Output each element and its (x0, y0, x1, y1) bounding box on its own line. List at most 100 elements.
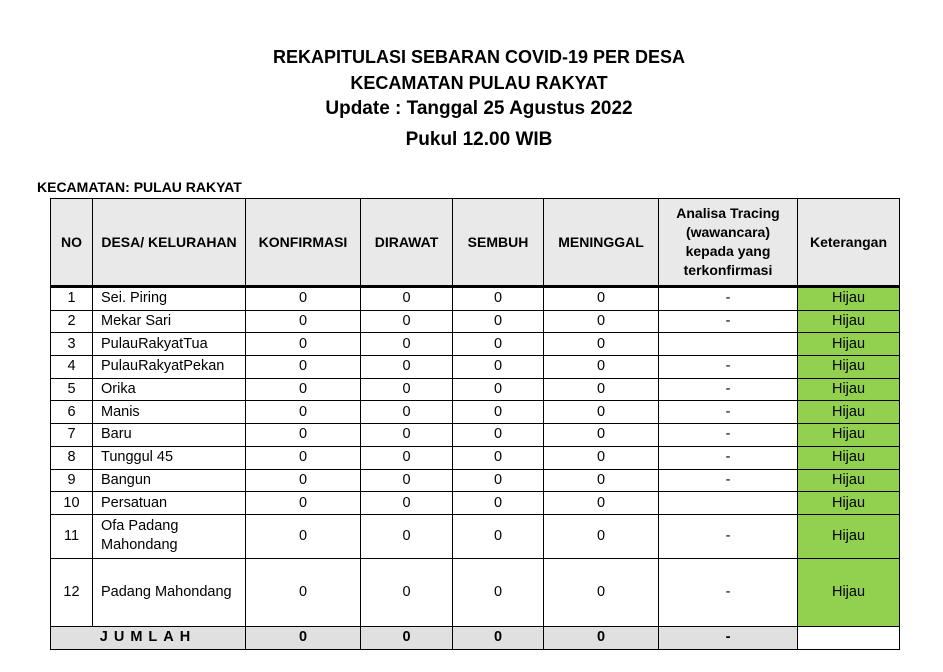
total-analisa-tracing: - (658, 625, 798, 650)
table-row: 8 Tunggul 45 0 0 0 0- Hijau (50, 445, 900, 470)
cell-no: 6 (50, 400, 93, 425)
cell-meninggal: 0 (543, 468, 659, 493)
cell-analisa-tracing: - (658, 445, 798, 470)
header-sembuh: SEMBUH (452, 198, 544, 288)
total-row: JUMLAH 0 0 0 0- (50, 625, 900, 650)
cell-sembuh: 0 (452, 400, 544, 425)
cell-desa: Tunggul 45 (92, 445, 246, 470)
cell-dirawat: 0 (360, 355, 453, 379)
table-row: 3 PulauRakyatTua 0 0 0 0 Hijau (50, 332, 900, 357)
cell-meninggal: 0 (543, 423, 659, 447)
header-no: NO (50, 198, 93, 288)
cell-dirawat: 0 (360, 309, 453, 334)
cell-keterangan: Hijau (797, 468, 900, 493)
doc-title-line-1: REKAPITULASI SEBARAN COVID-19 PER DESA (272, 47, 686, 67)
table-row: 10 Persatuan 0 0 0 0 Hijau (50, 491, 900, 515)
cell-konfirmasi: 0 (245, 468, 361, 493)
total-konfirmasi: 0 (245, 625, 361, 650)
cell-sembuh: 0 (452, 491, 544, 515)
doc-update-time: Pukul 12.00 WIB (405, 129, 553, 150)
header-analisa-tracing: Analisa Tracing (wawancara) kepada yang … (658, 198, 798, 288)
cell-desa: Mekar Sari (92, 309, 246, 334)
cell-no: 2 (50, 309, 93, 334)
total-dirawat: 0 (360, 625, 453, 650)
header-keterangan: Keterangan (797, 198, 900, 288)
cell-desa: Persatuan (92, 491, 246, 515)
cell-desa: Padang Mahondang (92, 557, 246, 627)
cell-no: 4 (50, 355, 93, 379)
cell-analisa-tracing: - (658, 377, 798, 402)
cell-sembuh: 0 (452, 309, 544, 334)
cell-meninggal: 0 (543, 557, 659, 627)
cell-desa: Sei. Piring (92, 286, 246, 311)
cell-analisa-tracing: - (658, 513, 798, 559)
cell-dirawat: 0 (360, 377, 453, 402)
cell-keterangan: Hijau (797, 491, 900, 515)
header-meninggal: MENINGGAL (543, 198, 659, 288)
table-row: 4 PulauRakyatPekan 0 0 0 0- Hijau (50, 355, 900, 379)
cell-analisa-tracing: - (658, 468, 798, 493)
cell-keterangan: Hijau (797, 332, 900, 357)
cell-keterangan: Hijau (797, 355, 900, 379)
cell-keterangan: Hijau (797, 400, 900, 425)
total-sembuh: 0 (452, 625, 544, 650)
cell-dirawat: 0 (360, 423, 453, 447)
cell-sembuh: 0 (452, 332, 544, 357)
cell-konfirmasi: 0 (245, 377, 361, 402)
cell-analisa-tracing (658, 332, 798, 357)
cell-analisa-tracing: - (658, 423, 798, 447)
cell-no: 3 (50, 332, 93, 357)
cell-desa: Orika (92, 377, 246, 402)
cell-meninggal: 0 (543, 400, 659, 425)
cell-dirawat: 0 (360, 286, 453, 311)
cell-desa: Bangun (92, 468, 246, 493)
total-keterangan (797, 625, 900, 650)
cell-konfirmasi: 0 (245, 491, 361, 515)
cell-meninggal: 0 (543, 332, 659, 357)
cell-keterangan: Hijau (797, 423, 900, 447)
cell-konfirmasi: 0 (245, 332, 361, 357)
cell-meninggal: 0 (543, 445, 659, 470)
table-row: 7 Baru 0 0 0 0- Hijau (50, 423, 900, 447)
cell-keterangan: Hijau (797, 309, 900, 334)
cell-no: 8 (50, 445, 93, 470)
cell-desa: Baru (92, 423, 246, 447)
cell-dirawat: 0 (360, 400, 453, 425)
cell-sembuh: 0 (452, 423, 544, 447)
cell-meninggal: 0 (543, 286, 659, 311)
cell-keterangan: Hijau (797, 557, 900, 627)
cell-analisa-tracing: - (658, 557, 798, 627)
cell-sembuh: 0 (452, 445, 544, 470)
table-row: 9 Bangun 0 0 0 0- Hijau (50, 468, 900, 493)
cell-desa: PulauRakyatTua (92, 332, 246, 357)
cell-konfirmasi: 0 (245, 557, 361, 627)
table-row: 11 Ofa Padang Mahondang 0 0 0 0- Hijau (50, 513, 900, 559)
cell-sembuh: 0 (452, 468, 544, 493)
table-row: 1 Sei. Piring 0 0 0 0- Hijau (50, 286, 900, 311)
cell-dirawat: 0 (360, 557, 453, 627)
header-konfirmasi: KONFIRMASI (245, 198, 361, 288)
total-label: JUMLAH (50, 625, 246, 650)
cell-dirawat: 0 (360, 491, 453, 515)
cell-meninggal: 0 (543, 355, 659, 379)
cell-no: 12 (50, 557, 93, 627)
cell-keterangan: Hijau (797, 513, 900, 559)
cell-keterangan: Hijau (797, 286, 900, 311)
doc-update-date: Update : Tanggal 25 Agustus 2022 (325, 98, 633, 119)
cell-dirawat: 0 (360, 468, 453, 493)
cell-dirawat: 0 (360, 513, 453, 559)
cell-konfirmasi: 0 (245, 355, 361, 379)
covid-recap-table: NO DESA/ KELURAHAN KONFIRMASI DIRAWAT SEMBUH… (50, 198, 900, 650)
cell-no: 1 (50, 286, 93, 311)
cell-meninggal: 0 (543, 491, 659, 515)
cell-no: 11 (50, 513, 93, 559)
cell-desa: PulauRakyatPekan (92, 355, 246, 379)
cell-meninggal: 0 (543, 377, 659, 402)
cell-meninggal: 0 (543, 513, 659, 559)
header-dirawat: DIRAWAT (360, 198, 453, 288)
cell-analisa-tracing: - (658, 355, 798, 379)
cell-no: 9 (50, 468, 93, 493)
cell-konfirmasi: 0 (245, 423, 361, 447)
table-row: 5 Orika 0 0 0 0- Hijau (50, 377, 900, 402)
cell-sembuh: 0 (452, 286, 544, 311)
